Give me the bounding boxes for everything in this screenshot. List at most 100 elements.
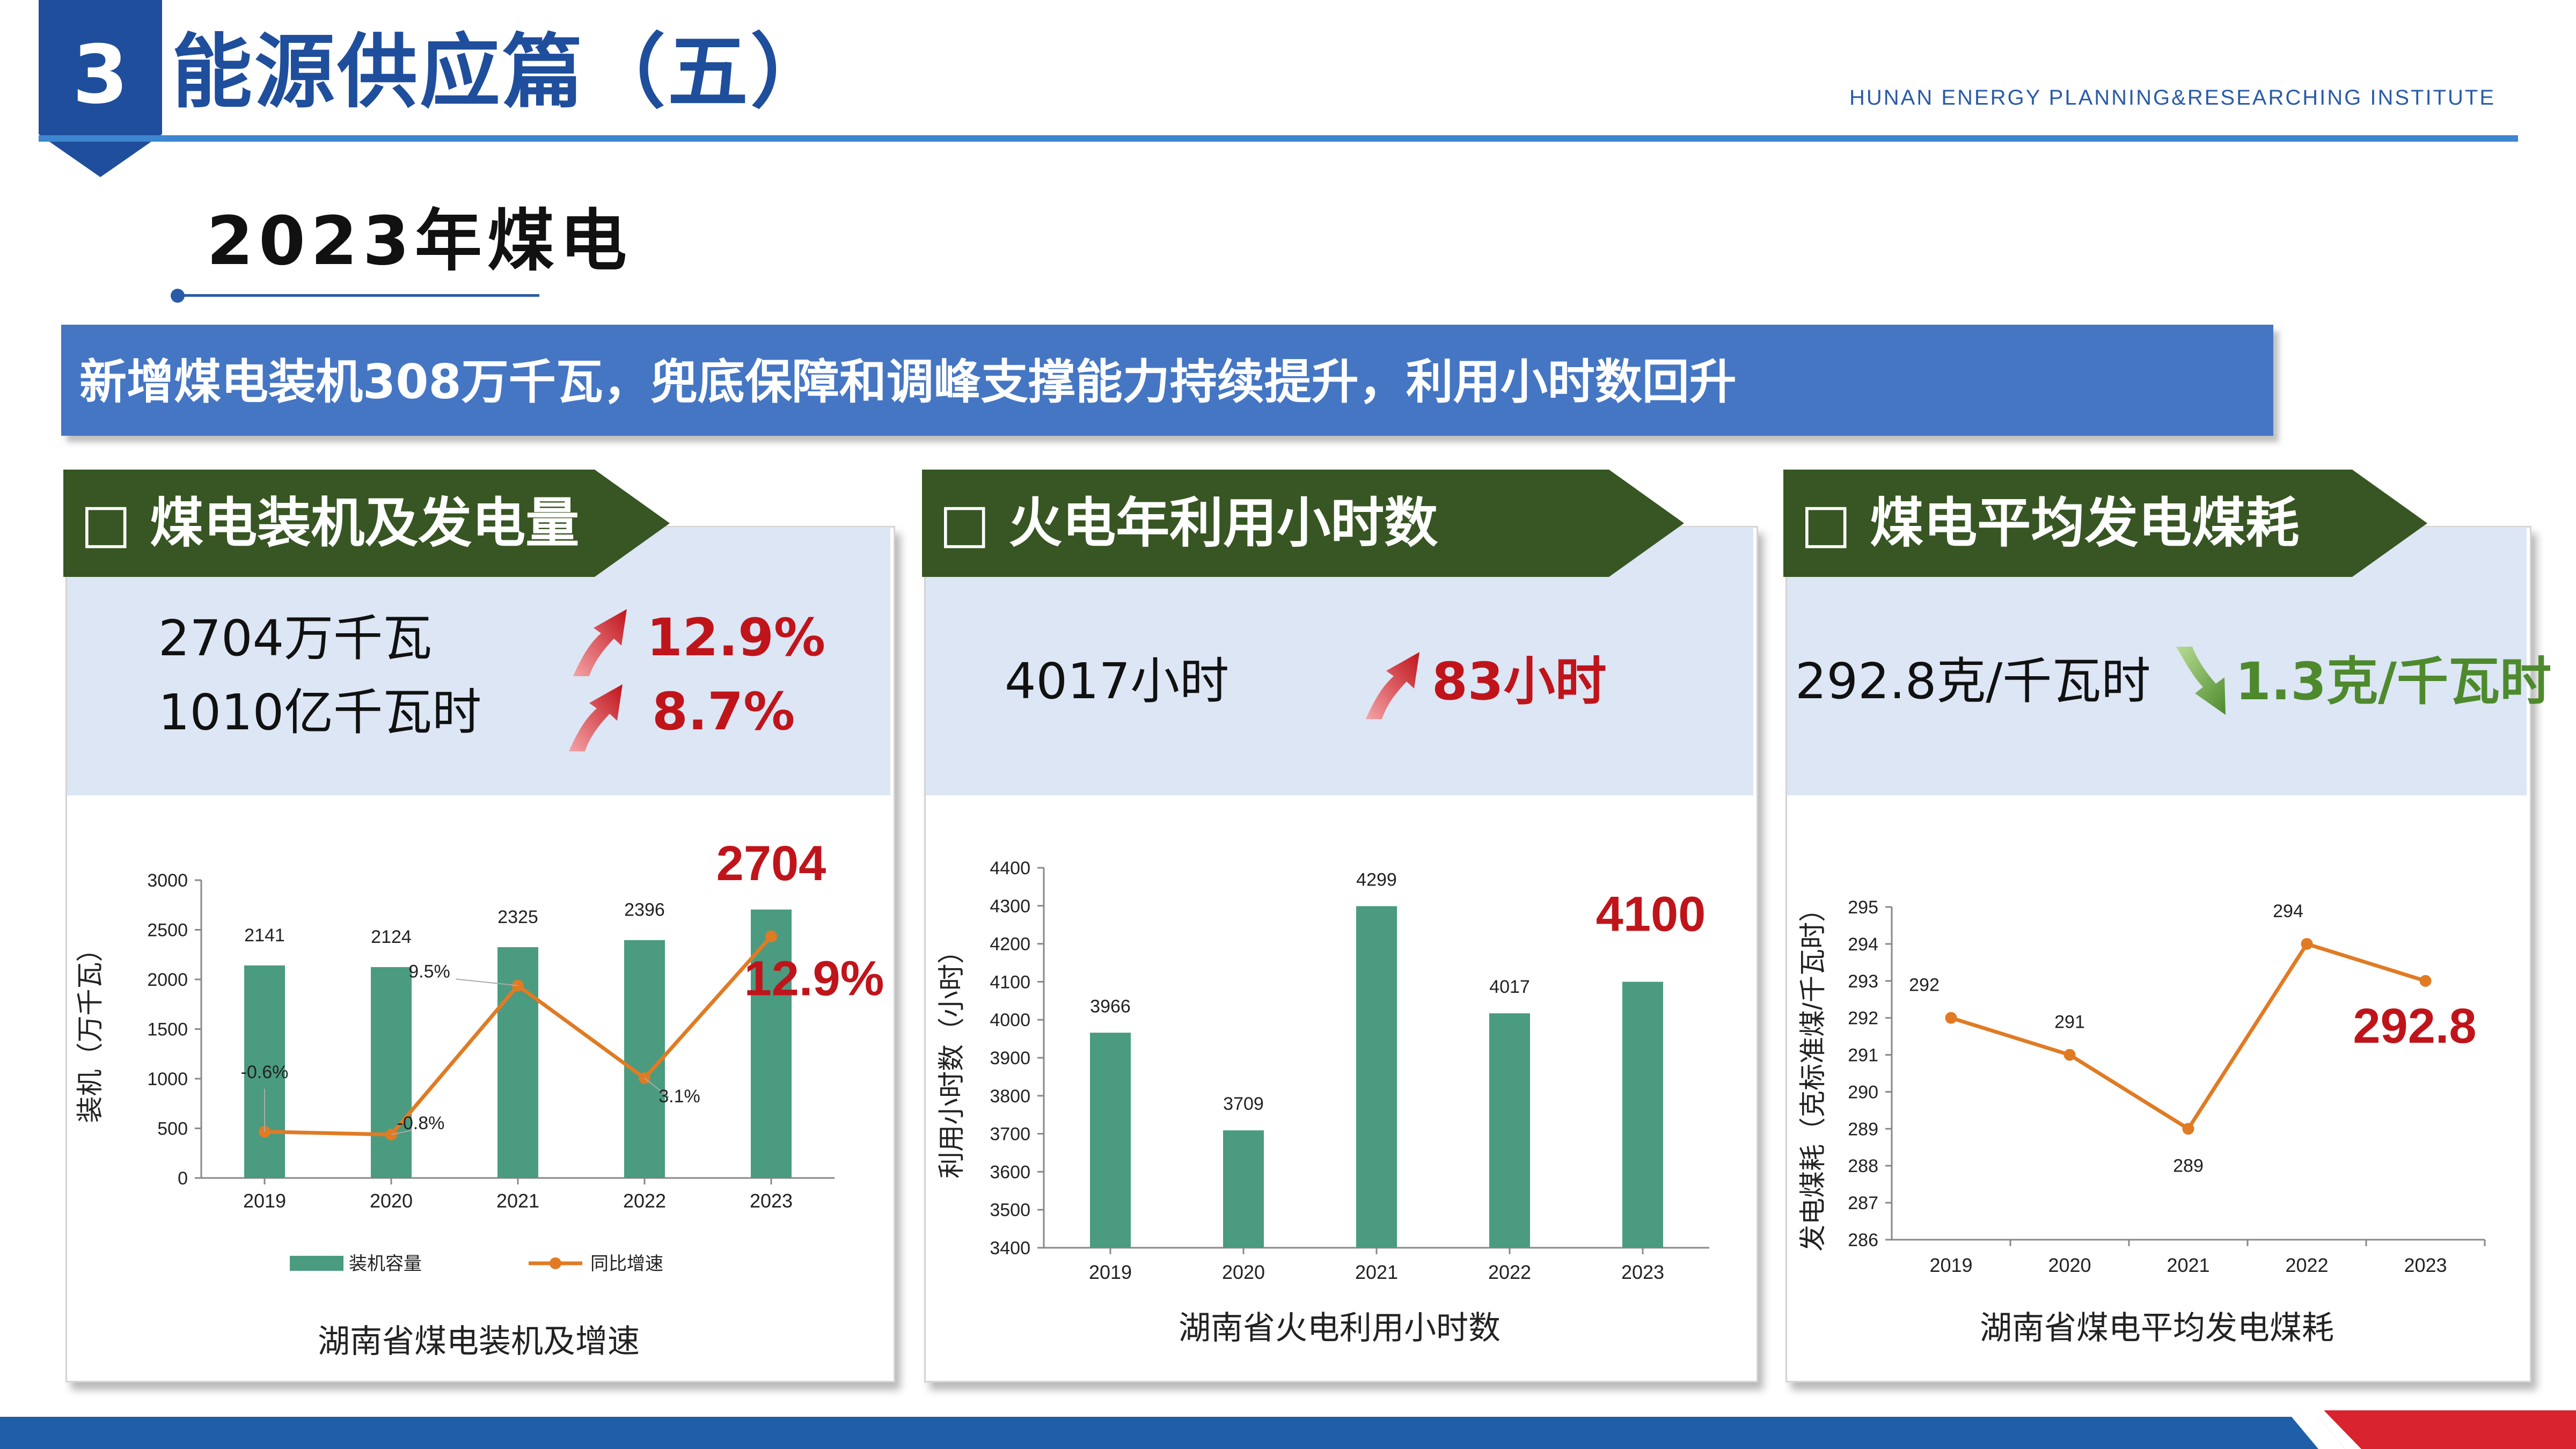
y-tick-label: 4000 (990, 1010, 1030, 1030)
y-tick-label: 3500 (990, 1200, 1030, 1220)
summary-banner-text: 新增煤电装机308万千瓦，兜底保障和调峰支撑能力持续提升，利用小时数回升 (79, 354, 1737, 409)
x-tick-label: 2023 (750, 1190, 793, 1212)
y-tick-label: 292 (1848, 1008, 1878, 1029)
x-tick-label: 2021 (2167, 1254, 2209, 1276)
bar-data-label-highlight: 2704 (716, 836, 826, 891)
x-tick-label: 2020 (370, 1190, 413, 1212)
y-tick-label: 4300 (990, 896, 1030, 917)
line-data-label-highlight: 12.9% (744, 952, 884, 1006)
y-tick-label: 2500 (147, 920, 188, 941)
bar-data-label: 2325 (497, 907, 538, 927)
bar-data-label: 2124 (371, 927, 412, 947)
x-tick-label: 2019 (1089, 1261, 1132, 1283)
line-data-label: -0.6% (241, 1062, 289, 1082)
line-point (765, 930, 777, 942)
y-tick-label: 291 (1848, 1045, 1878, 1066)
bar-data-label: 2396 (624, 900, 665, 920)
bar-data-label: 3966 (1090, 996, 1131, 1016)
bar (1356, 906, 1397, 1248)
tab-coal-consumption-label: □ 煤电平均发电煤耗 (1801, 492, 2300, 554)
chart-utilization-hours: 3400 3500 3600 3700 3800 3900 4000 4100 4200 4300… (936, 858, 1709, 1283)
line-data-label: 292 (1909, 975, 1940, 996)
legend-label-line: 同比增速 (590, 1254, 663, 1274)
bar-data-label: 2141 (244, 925, 285, 946)
y-tick-label: 4100 (990, 972, 1030, 992)
x-tick-label: 2020 (2048, 1254, 2091, 1276)
y-tick-label: 3000 (147, 870, 188, 891)
y-tick-label: 3700 (990, 1124, 1030, 1145)
y-tick-label: 4400 (990, 858, 1030, 879)
bar-data-label: 4299 (1356, 870, 1397, 890)
y-tick-label: 293 (1848, 971, 1878, 992)
y-tick-label: 3400 (990, 1238, 1030, 1258)
y-tick-label: 289 (1848, 1119, 1878, 1139)
line-point (2301, 938, 2313, 950)
summary-banner (61, 325, 2273, 436)
x-tick-label: 2020 (1222, 1261, 1265, 1283)
tab-coal-capacity (63, 470, 670, 577)
chart-coal-consumption: 286 287 288 289 290 291 292 293 294 295 发电煤耗（克标准煤/… (1798, 895, 2486, 1276)
line-data-label: 3.1% (658, 1086, 700, 1107)
line-data-label: -0.8% (397, 1113, 445, 1133)
bar (1489, 1013, 1530, 1248)
label-leader (644, 1078, 670, 1098)
y-tick-label: 287 (1848, 1193, 1878, 1213)
x-tick-label: 2021 (1355, 1261, 1398, 1283)
line-data-label-highlight: 292.8 (2353, 999, 2476, 1053)
y-tick-label: 295 (1848, 897, 1878, 918)
x-tick-label: 2022 (1488, 1261, 1531, 1283)
bar (624, 940, 665, 1178)
chart-coal-capacity-caption: 湖南省煤电装机及增速 (318, 1323, 640, 1360)
section-number: 3 (72, 28, 129, 122)
chart-utilization-hours-caption: 湖南省火电利用小时数 (1179, 1309, 1501, 1347)
bar (1090, 1033, 1131, 1248)
line-point (2182, 1123, 2194, 1135)
line-point (2419, 975, 2432, 987)
y-tick-label: 288 (1848, 1156, 1878, 1176)
tab-coal-consumption (1783, 470, 2427, 577)
bar (371, 967, 412, 1178)
y-tick-label: 1500 (147, 1020, 188, 1040)
y-tick-label: 1000 (147, 1069, 188, 1089)
subtitle-underline (177, 294, 539, 297)
y-tick-label: 4200 (990, 934, 1030, 955)
generation-growth: 8.7% (652, 682, 795, 742)
up-arrow-icon (1366, 652, 1419, 719)
y-tick-label: 0 (178, 1168, 188, 1189)
down-arrow-icon (2176, 647, 2226, 715)
line-data-label: 291 (2054, 1012, 2085, 1033)
section-subtitle: 2023年煤电 (207, 202, 632, 280)
bar (1622, 982, 1663, 1248)
up-arrow-icon (573, 609, 627, 676)
y-tick-label: 290 (1848, 1082, 1878, 1102)
y-axis-label: 利用小时数（小时） (936, 937, 967, 1179)
institute-name: HUNAN ENERGY PLANNING&RESEARCHING INSTIT… (1849, 86, 2496, 109)
y-tick-label: 294 (1848, 934, 1878, 955)
chart-coal-capacity: 0 500 1000 1500 2000 2500 3000 装机（万千瓦） 2019 2141 2… (75, 836, 884, 1274)
capacity-growth: 12.9% (647, 608, 826, 668)
line-data-label: 289 (2173, 1155, 2204, 1176)
chart-coal-consumption-caption: 湖南省煤电平均发电煤耗 (1980, 1309, 2334, 1347)
coal-rate-change: 1.3克/千瓦时 (2235, 652, 2552, 712)
x-tick-label: 2022 (623, 1190, 666, 1212)
line-data-label: 294 (2273, 901, 2303, 921)
x-tick-label: 2019 (1929, 1254, 1972, 1276)
header-divider (39, 135, 2518, 142)
y-tick-label: 500 (157, 1119, 188, 1139)
page-title: 能源供应篇（五） (172, 26, 833, 119)
footer-decoration (2286, 1410, 2576, 1449)
legend-label-bar: 装机容量 (349, 1254, 422, 1274)
label-leader (391, 1130, 412, 1136)
bar (1223, 1130, 1264, 1248)
hours-value: 4017小时 (1005, 653, 1230, 710)
bar (244, 965, 285, 1178)
section-badge (39, 0, 162, 177)
tab-utilization-hours (922, 470, 1684, 577)
bar-data-label: 4017 (1489, 977, 1530, 997)
legend-swatch-bar (290, 1256, 343, 1271)
x-tick-label: 2023 (2404, 1254, 2447, 1276)
legend-swatch-point (550, 1257, 561, 1269)
x-tick-label: 2022 (2285, 1254, 2328, 1276)
x-tick-label: 2023 (1621, 1261, 1664, 1283)
capacity-value: 2704万千瓦 (158, 610, 433, 667)
